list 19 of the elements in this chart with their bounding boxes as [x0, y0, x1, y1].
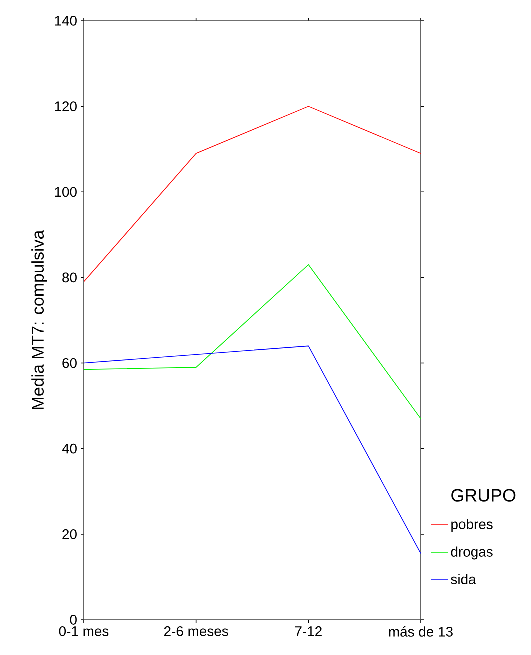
y-tick-label: 20: [62, 529, 77, 540]
y-tick-label: 120: [55, 102, 77, 112]
y-tick-label: 140: [55, 16, 77, 26]
legend-label: drogas: [451, 546, 493, 560]
legend-label: pobres: [452, 519, 493, 532]
legend-label: sida: [451, 574, 476, 585]
x-tick-label: más de 13: [389, 626, 453, 637]
y-tick-label: 60: [62, 358, 77, 368]
y-axis-title: Media MT7: compulsiva: [32, 230, 48, 410]
y-tick-label: 100: [55, 187, 77, 198]
line-series: [84, 346, 421, 554]
legend-title: GRUPO: [452, 489, 516, 502]
y-tick-label: 40: [62, 444, 77, 454]
x-tick-label: 2-6 meses: [164, 626, 228, 636]
x-tick-label: 0-1 mes: [59, 626, 109, 636]
y-tick-label: 80: [62, 272, 77, 283]
y-tick-label: 0: [70, 615, 77, 625]
x-tick-label: 7-12: [295, 626, 322, 636]
line-series: [84, 264, 421, 420]
